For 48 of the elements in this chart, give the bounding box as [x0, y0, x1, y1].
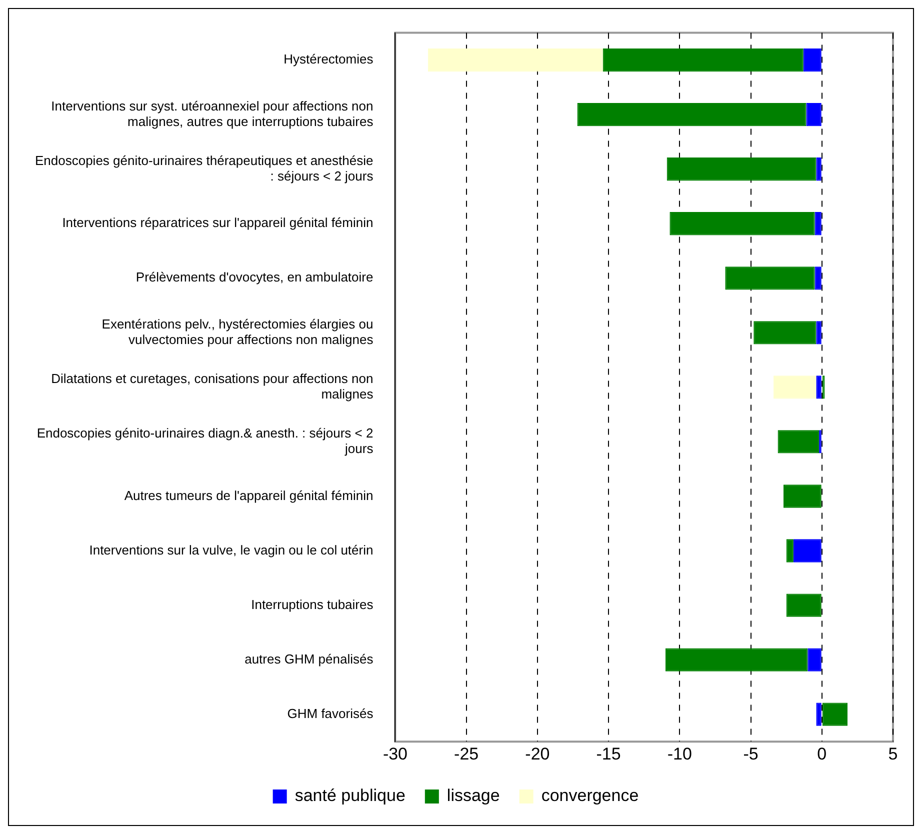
bar	[786, 539, 794, 562]
y-tick-label: autres GHM pénalisés	[244, 651, 374, 666]
legend-label: convergence	[541, 786, 639, 806]
bar	[814, 212, 822, 236]
bar	[816, 376, 822, 399]
bar	[803, 48, 822, 72]
y-tick-label: Exentérations pelv., hystérectomies élargies ou vulvectomies pour affections non malignes	[102, 316, 374, 348]
bar	[814, 266, 822, 290]
bar	[754, 321, 816, 344]
bar	[602, 48, 804, 72]
bar	[816, 702, 822, 726]
bar	[783, 484, 822, 508]
bar	[806, 103, 822, 126]
bar	[778, 430, 820, 454]
y-tick-label: Dilatations et curetages, conisations pour affections non malignes	[51, 370, 374, 402]
x-tick-label: -10	[667, 744, 692, 764]
bar	[577, 103, 806, 126]
legend-label: lissage	[446, 786, 500, 806]
y-tick-label: Interventions sur la vulve, le vagin ou le col utérin	[89, 542, 374, 558]
y-tick-label: Endoscopies génito-urinaires diagn.& anesth. : séjours < 2 jours	[36, 426, 374, 456]
x-tick-label: 0	[817, 744, 827, 764]
x-tick-label: -5	[743, 744, 758, 764]
y-tick-label: Interventions réparatrices sur l'appareil génital féminin	[62, 215, 374, 230]
x-tick-label: -20	[525, 744, 550, 764]
bar	[666, 158, 816, 181]
bar	[428, 48, 603, 72]
bar	[808, 648, 822, 672]
y-tick-label: Interventions sur syst. utéroannexiel pour affections non malignes, autres que interruptions tubaires	[51, 98, 374, 129]
x-tick-label: -30	[382, 744, 408, 764]
x-tick-label: 5	[888, 744, 898, 764]
bar	[816, 158, 822, 181]
bar	[816, 321, 822, 344]
y-tick-label: Prélèvements d'ovocytes, en ambulatoire	[136, 270, 374, 285]
y-tick-label: Hystérectomies	[284, 52, 374, 67]
y-tick-label: Endoscopies génito-urinaires thérapeutiques et anesthésie : séjours < 2 jours	[34, 152, 374, 184]
bar	[725, 266, 815, 290]
bar	[670, 212, 815, 236]
bar	[774, 376, 816, 399]
x-tick-label: -15	[596, 744, 621, 764]
bar	[786, 594, 822, 617]
bar	[793, 539, 822, 562]
y-tick-label: Autres tumeurs de l'appareil génital féminin	[124, 488, 374, 503]
x-tick-label: -25	[454, 744, 479, 764]
y-tick-label: Interruptions tubaires	[251, 596, 374, 612]
legend-label: santé publique	[294, 786, 406, 806]
bar	[665, 648, 808, 672]
bar	[822, 702, 848, 726]
y-tick-label: GHM favorisés	[287, 706, 374, 721]
